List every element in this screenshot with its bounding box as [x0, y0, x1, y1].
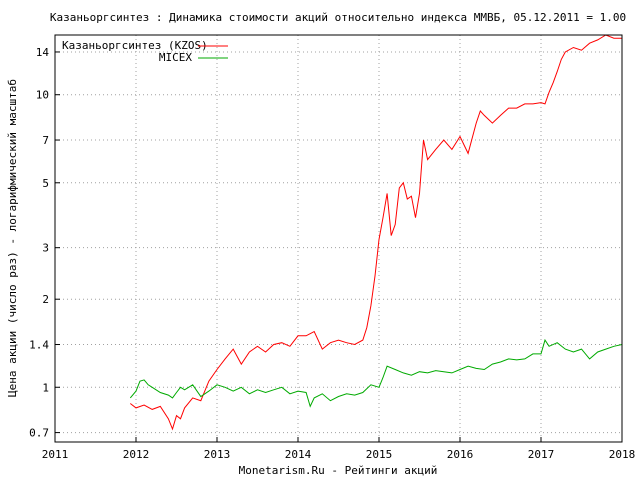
- y-tick-label: 3: [42, 242, 49, 255]
- y-tick-label: 14: [36, 46, 50, 59]
- y-tick-label: 5: [42, 177, 49, 190]
- y-tick-label: 1.4: [29, 339, 49, 352]
- x-axis-label: Monetarism.Ru - Рейтинги акций: [239, 464, 438, 477]
- y-tick-label: 0.7: [29, 427, 49, 440]
- chart-title: Казаньоргсинтез : Динамика стоимости акц…: [50, 11, 626, 24]
- x-tick-label: 2015: [366, 448, 393, 461]
- series-layer: [129, 34, 623, 431]
- series-line-kzos: [129, 34, 622, 431]
- x-tick-label: 2016: [447, 448, 474, 461]
- y-tick-label: 2: [42, 293, 49, 306]
- x-tick-label: 2012: [123, 448, 150, 461]
- x-tick-label: 2014: [285, 448, 312, 461]
- x-tick-label: 2011: [42, 448, 69, 461]
- grid: [54, 35, 623, 442]
- plot-frame: [54, 34, 623, 443]
- legend: Казаньоргсинтез (KZOS) MICEX: [62, 39, 228, 64]
- ticks: 2011 2012 2013 2014 2015 2016 2017 2018 0.7 1 1.4 2…: [29, 46, 635, 461]
- series-line-micex: [129, 338, 623, 408]
- x-tick-label: 2013: [204, 448, 231, 461]
- x-tick-label: 2018: [609, 448, 636, 461]
- y-tick-label: 1: [42, 381, 49, 394]
- x-tick-label: 2017: [528, 448, 555, 461]
- y-axis-label: Цена акции (число раз) - логарифмический…: [6, 79, 19, 397]
- legend-label-micex: MICEX: [159, 51, 192, 64]
- y-tick-label: 10: [36, 89, 49, 102]
- y-tick-label: 7: [42, 134, 49, 147]
- legend-label-kzos: Казаньоргсинтез (KZOS): [62, 39, 208, 52]
